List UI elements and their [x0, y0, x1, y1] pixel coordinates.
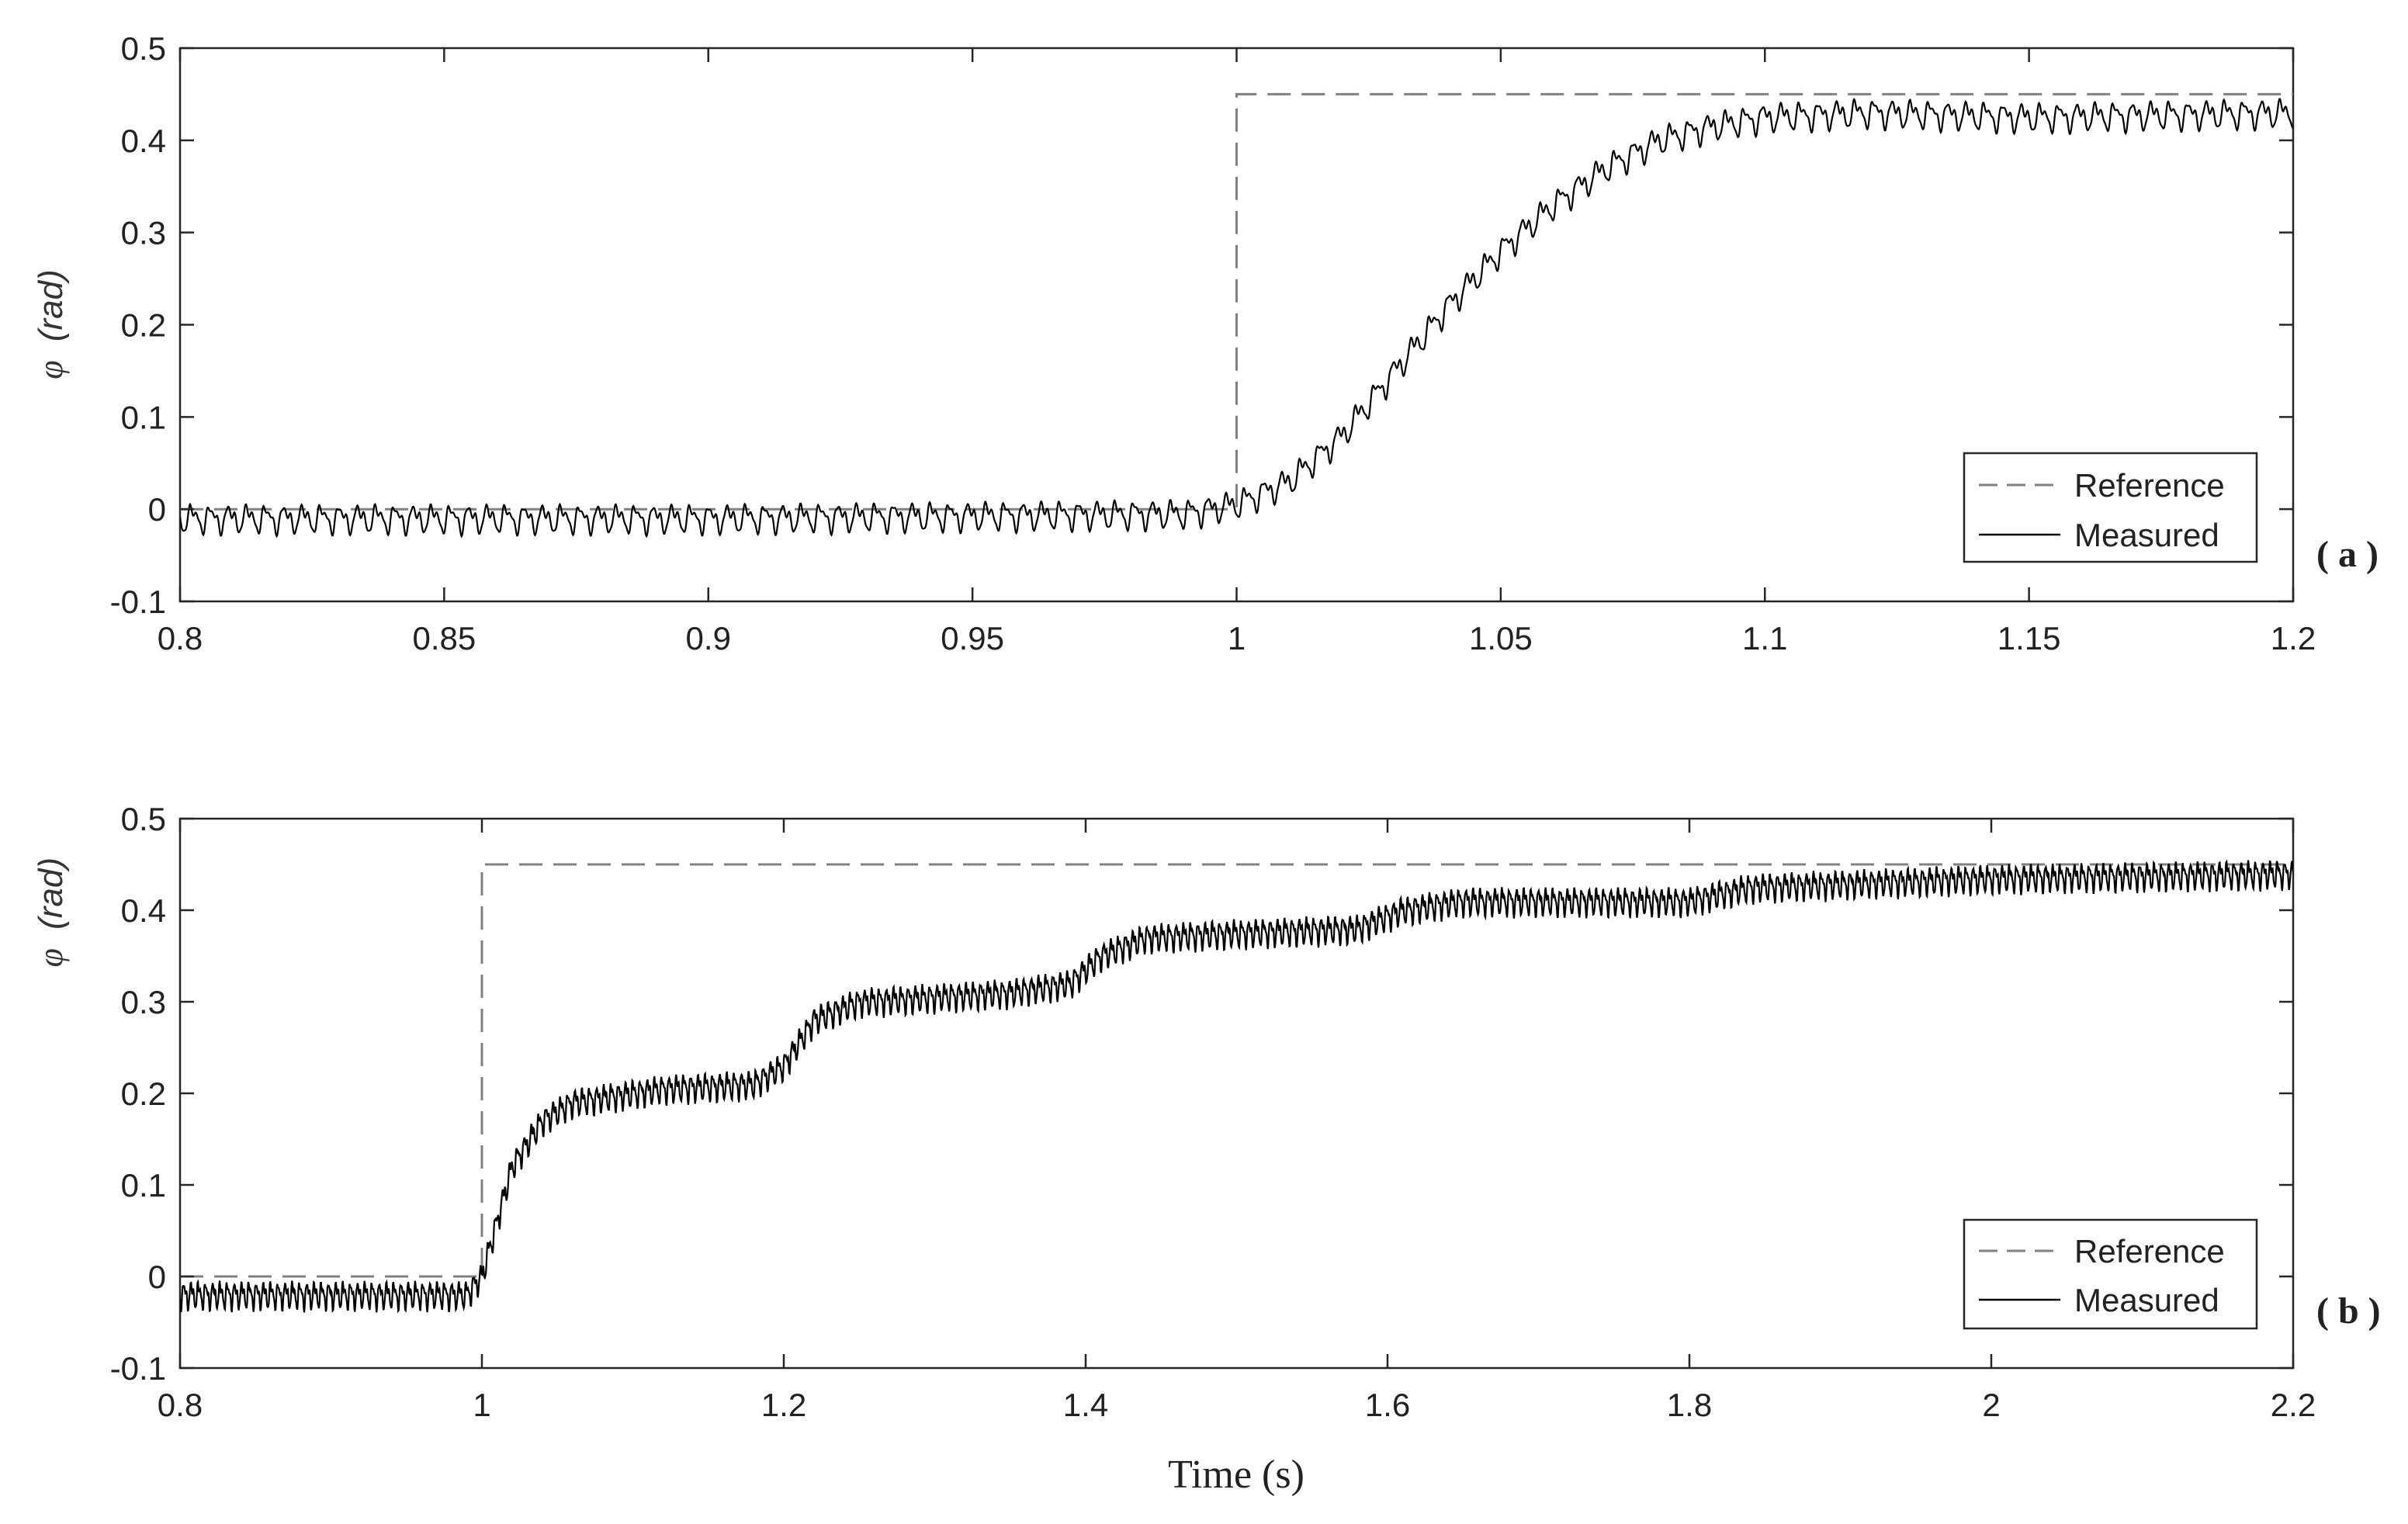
y-tick-label-b: 0.5: [121, 801, 166, 837]
x-tick-label-b: 1: [473, 1387, 490, 1423]
y-tick-label-b: -0.1: [110, 1350, 166, 1387]
y-tick-label-a: 0.4: [121, 123, 166, 159]
y-tick-label-b: 0.2: [121, 1075, 166, 1112]
chart-panel-a: 0.8 0.85 0.9 0.95 1 1.05 1.1 1.15 1.2 -0.100.10.…: [32, 30, 2379, 656]
legend-label-reference-b: Reference: [2074, 1233, 2225, 1269]
plot-lines-a: [180, 92, 2293, 539]
x-tick-label-a: 1.15: [1997, 620, 2061, 656]
legend-b: Reference Measured: [1963, 1218, 2258, 1330]
y-tick-label-a: 0: [148, 491, 166, 528]
y-tick-label-b: 0.1: [121, 1167, 166, 1204]
legend-label-measured-b: Measured: [2074, 1282, 2219, 1318]
x-tick-label-b: 1.6: [1365, 1387, 1410, 1423]
x-tick-label-a: 1.2: [2271, 620, 2316, 656]
x-tick-label-b: 2: [1982, 1387, 2000, 1423]
y-tick-label-a: -0.1: [110, 584, 166, 620]
y-tick-label-a: 0.3: [121, 215, 166, 251]
x-tick-label-a: 1.05: [1469, 620, 1533, 656]
y-axis-ticks-b: -0.1 0 0.1 0.2 0.3 0.4 0.5: [110, 801, 2293, 1387]
legend-label-reference-a: Reference: [2074, 467, 2225, 504]
y-tick-label-a: 0.2: [121, 307, 166, 344]
y-tick-label-b: 0: [148, 1259, 166, 1295]
x-tick-label-a: 1: [1228, 620, 1246, 656]
x-tick-label-b: 1.2: [761, 1387, 806, 1423]
y-tick-label-b: 0.3: [121, 984, 166, 1020]
x-tick-label-b: 1.8: [1667, 1387, 1712, 1423]
x-axis-ticks-a: 0.8 0.85 0.9 0.95 1 1.05 1.1 1.15 1.2: [158, 48, 2316, 656]
y-axis-label-a: φ (rad): [32, 269, 70, 379]
y-axis-label-b: φ (rad): [32, 857, 70, 967]
legend-box-a: [1963, 452, 2258, 563]
panel-label-b: ( b ): [2316, 1290, 2381, 1332]
x-tick-label-b: 1.4: [1063, 1387, 1108, 1423]
y-axis-ticks-a: -0.1 0 0.1 0.2 0.3 0.4 0.5: [110, 30, 2293, 620]
x-tick-label-a: 0.85: [413, 620, 476, 656]
plot-lines-b: [180, 859, 2293, 1314]
y-tick-label-a: 0.5: [121, 30, 166, 67]
x-tick-label-a: 0.8: [158, 620, 203, 656]
series-reference-line-a: [180, 92, 2293, 511]
legend-label-measured-a: Measured: [2074, 517, 2219, 553]
y-tick-label-a: 0.1: [121, 399, 166, 435]
x-tick-label-a: 1.1: [1742, 620, 1787, 656]
x-axis-label-b: Time (s): [1168, 1453, 1304, 1497]
legend-a: Reference Measured: [1963, 452, 2258, 563]
series-measured-line-a: [180, 97, 2293, 539]
x-tick-label-b: 0.8: [158, 1387, 203, 1423]
legend-box-b: [1963, 1218, 2258, 1330]
panel-label-a: ( a ): [2316, 534, 2379, 575]
chart-panel-b: 0.8 1 1.2 1.4 1.6 1.8 2 2.2 -0.100.10.20.30.40.…: [32, 801, 2381, 1497]
x-tick-label-a: 0.95: [941, 620, 1004, 656]
x-tick-label-a: 0.9: [686, 620, 731, 656]
y-tick-label-b: 0.4: [121, 892, 166, 929]
x-tick-label-b: 2.2: [2271, 1387, 2316, 1423]
x-axis-ticks-b: 0.8 1 1.2 1.4 1.6 1.8 2 2.2: [158, 819, 2316, 1423]
series-reference-line-b: [180, 863, 2293, 1278]
series-measured-line-b: [180, 859, 2293, 1314]
